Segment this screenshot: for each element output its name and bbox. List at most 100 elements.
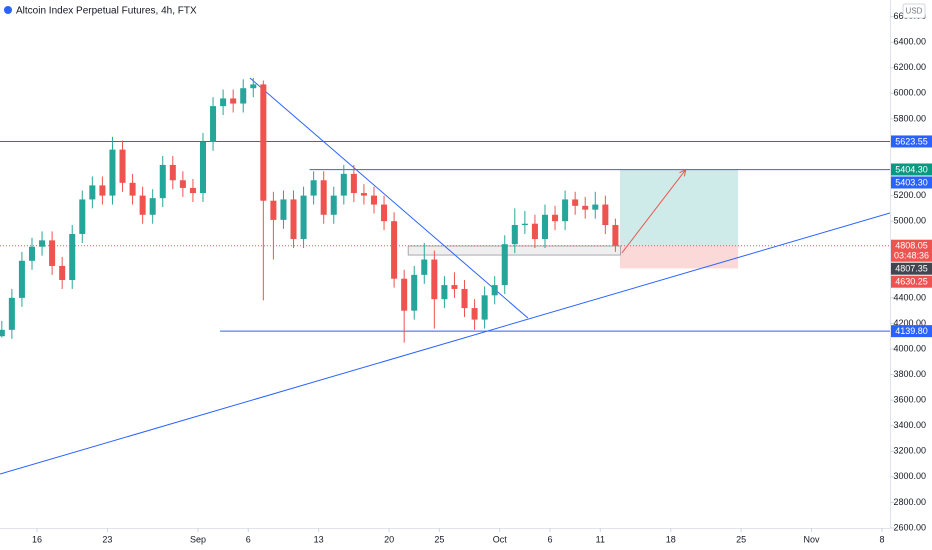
candle-body xyxy=(159,164,166,199)
candle-body xyxy=(240,88,247,104)
candle-body xyxy=(109,149,116,196)
candle-body xyxy=(562,199,569,222)
candle-body xyxy=(199,141,207,194)
candle-body xyxy=(330,195,337,215)
price-label-box xyxy=(891,262,932,275)
candle-body xyxy=(8,297,15,330)
price-axis: 2600.00 2800.00 3000.00 3200.00 3400.00 3600.… xyxy=(890,11,932,532)
x-tick-label: 6 xyxy=(548,534,553,544)
price-label-box xyxy=(891,135,932,148)
candle-body xyxy=(139,195,146,215)
candle-body xyxy=(290,199,297,240)
candle-body xyxy=(230,98,237,104)
candle-body xyxy=(421,259,428,275)
candle-body xyxy=(149,198,156,215)
y-tick-label: 6200.00 xyxy=(893,62,926,72)
candle-body xyxy=(592,204,599,210)
y-tick-label: 3000.00 xyxy=(893,471,926,481)
candle-body xyxy=(280,199,287,220)
y-tick-label: 3400.00 xyxy=(893,420,926,430)
candle-body xyxy=(612,225,619,246)
price-label: 4807.35 xyxy=(895,264,928,274)
currency[interactable]: USD xyxy=(906,7,923,16)
symbol-logo xyxy=(4,6,12,14)
price-label: 4139.80 xyxy=(895,326,928,336)
candle-body xyxy=(18,260,25,298)
candle-body xyxy=(119,149,126,183)
target-zone xyxy=(619,169,739,246)
candle-body xyxy=(572,199,579,206)
y-tick-label: 4000.00 xyxy=(893,343,926,353)
price-label-box xyxy=(891,176,932,189)
candle-body xyxy=(531,223,538,240)
y-tick-label: 5000.00 xyxy=(893,216,926,226)
price-label: 4808.05 xyxy=(895,241,928,251)
candle-body xyxy=(401,278,408,311)
y-tick-label: 2800.00 xyxy=(893,497,926,507)
candle-body xyxy=(59,265,66,280)
x-tick-label: 16 xyxy=(32,534,42,544)
y-tick-label: 3200.00 xyxy=(893,446,926,456)
candle-body xyxy=(69,233,76,280)
candle-body xyxy=(310,180,317,196)
trendline xyxy=(249,77,529,319)
candle-body xyxy=(49,240,56,266)
x-tick-label: 25 xyxy=(434,534,444,544)
candle-body xyxy=(461,288,468,309)
candle-body xyxy=(552,214,559,222)
candle-body xyxy=(491,285,498,296)
y-tick-label: 6400.00 xyxy=(893,37,926,47)
x-tick-label: Nov xyxy=(804,534,821,544)
currency-box[interactable] xyxy=(902,3,926,19)
plot-area xyxy=(0,77,891,475)
candle-body xyxy=(179,180,186,188)
chart-title: Altcoin Index Perpetual Futures, 4h, FTX xyxy=(16,6,197,17)
x-tick-label: 20 xyxy=(384,534,394,544)
candle-body xyxy=(220,98,227,107)
candle-body xyxy=(391,221,398,279)
candle-body xyxy=(189,187,196,194)
support-zone xyxy=(407,245,621,256)
candle-body xyxy=(521,223,528,226)
candle-body xyxy=(602,204,609,226)
bar-countdown: 03:48:36 xyxy=(894,251,929,261)
candle-body xyxy=(28,246,36,261)
x-tick-label: 23 xyxy=(102,534,112,544)
x-tick-label: 6 xyxy=(246,534,251,544)
candle-body xyxy=(210,106,217,142)
price-label-box xyxy=(891,163,932,176)
stop-zone xyxy=(619,245,739,269)
candle-body xyxy=(79,199,86,234)
price-label-box xyxy=(891,275,932,288)
candle-body xyxy=(99,185,106,196)
x-tick-label: 25 xyxy=(736,534,746,544)
candle-body xyxy=(431,259,438,300)
candle-body xyxy=(511,225,518,245)
y-tick-label: 3800.00 xyxy=(893,369,926,379)
x-tick-label: Oct xyxy=(493,534,508,544)
x-tick-label: 13 xyxy=(314,534,324,544)
candle-body xyxy=(320,180,327,215)
candle-body xyxy=(39,240,46,247)
candle-body xyxy=(441,285,448,300)
arrow-head xyxy=(679,168,687,177)
trendline xyxy=(0,212,891,475)
candle-body xyxy=(129,182,136,196)
y-tick-label: 5200.00 xyxy=(893,190,926,200)
candle-body xyxy=(340,173,347,196)
candle-body xyxy=(501,244,508,286)
y-tick-label: 6000.00 xyxy=(893,88,926,98)
candle-body xyxy=(0,329,5,337)
candle-body xyxy=(411,274,418,311)
candle-body xyxy=(381,204,388,222)
x-tick-label: Sep xyxy=(190,534,206,544)
candle-body xyxy=(300,195,307,240)
price-label: 5623.55 xyxy=(895,136,928,146)
candle-body xyxy=(370,195,378,205)
projection-arrow xyxy=(621,169,687,254)
candle-body xyxy=(250,84,257,89)
y-tick-label: 2600.00 xyxy=(893,522,926,532)
candle-body xyxy=(270,200,277,220)
y-tick-label: 4200.00 xyxy=(893,318,926,328)
